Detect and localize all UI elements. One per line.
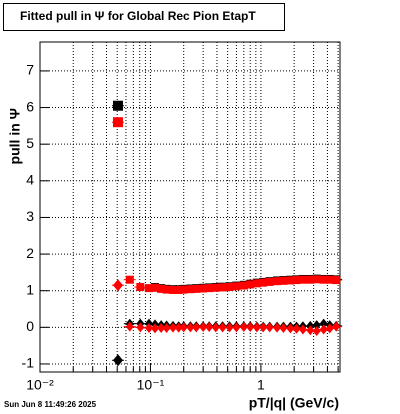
marker-diamond (319, 324, 328, 335)
marker-diamond (252, 322, 261, 333)
marker-square (306, 275, 315, 284)
marker-diamond (179, 322, 188, 333)
marker-diamond (279, 323, 288, 334)
y-tick-label: 5 (26, 135, 34, 151)
marker-square (298, 275, 307, 284)
marker-diamond (312, 325, 321, 336)
plot-frame (39, 41, 341, 373)
x-tick-label: 10⁻² (26, 377, 54, 393)
marker-square (286, 276, 295, 285)
marker-square (232, 282, 241, 291)
marker-diamond (112, 279, 123, 292)
marker-diamond (273, 322, 282, 333)
marker-diamond (162, 323, 171, 334)
marker-diamond (211, 322, 220, 333)
x-axis-label: pT/|q| (GeV/c) (249, 395, 339, 411)
marker-square (136, 283, 145, 292)
marker-diamond (298, 324, 307, 335)
marker-diamond (319, 318, 328, 329)
marker-diamond (332, 321, 341, 332)
y-tick-label: 4 (26, 172, 34, 188)
marker-diamond (259, 322, 268, 333)
x-tick-label: 10⁻¹ (137, 377, 165, 393)
marker-diamond (246, 321, 255, 332)
marker-square (205, 284, 214, 293)
marker-diamond (192, 322, 201, 333)
marker-square (112, 117, 123, 128)
marker-square (319, 275, 328, 284)
marker-square (259, 278, 268, 287)
marker-diamond (218, 322, 227, 333)
y-tick-label: 3 (26, 208, 34, 224)
y-tick-label: 2 (26, 245, 34, 261)
marker-diamond (125, 321, 134, 332)
marker-diamond (325, 323, 334, 334)
y-tick-label: 0 (26, 318, 34, 334)
marker-square (125, 275, 134, 284)
chart-title: Fitted pull in Ψ for Global Rec Pion Eta… (20, 9, 256, 23)
y-tick-label: 6 (26, 98, 34, 114)
marker-square (332, 276, 341, 285)
x-tick-label: 1 (257, 377, 265, 393)
footer-date: Sun Jun 8 11:49:26 2025 (4, 400, 97, 409)
y-tick-label: -1 (22, 355, 35, 371)
marker-square (273, 277, 282, 286)
marker-square (192, 284, 201, 293)
marker-square (265, 277, 274, 286)
marker-diamond (286, 323, 295, 334)
marker-square (112, 100, 123, 111)
marker-square (252, 279, 261, 288)
marker-diamond (205, 321, 214, 332)
marker-square (144, 284, 153, 293)
marker-square (325, 275, 334, 284)
marker-diamond (306, 325, 315, 336)
marker-diamond (144, 323, 153, 334)
marker-square (279, 276, 288, 285)
marker-square (199, 284, 208, 293)
marker-square (151, 283, 160, 292)
marker-square (218, 283, 227, 292)
marker-square (225, 283, 234, 292)
marker-diamond (239, 321, 248, 332)
marker-diamond (225, 322, 234, 333)
marker-diamond (151, 323, 160, 334)
marker-square (162, 285, 171, 294)
marker-diamond (199, 321, 208, 332)
y-tick-label: 7 (26, 62, 34, 78)
marker-diamond (112, 354, 123, 367)
marker-diamond (312, 320, 321, 331)
y-tick-label: 1 (26, 281, 34, 297)
marker-square (312, 275, 321, 284)
marker-square (246, 280, 255, 289)
marker-square (179, 285, 188, 294)
title-box (3, 3, 285, 31)
y-axis-label: pull in Ψ (7, 108, 23, 164)
marker-diamond (232, 322, 241, 333)
marker-diamond (265, 322, 274, 333)
marker-diamond (292, 323, 301, 334)
marker-square (292, 276, 301, 285)
marker-square (157, 284, 166, 293)
marker-square (239, 281, 248, 290)
marker-diamond (136, 322, 145, 333)
marker-square (211, 283, 220, 292)
